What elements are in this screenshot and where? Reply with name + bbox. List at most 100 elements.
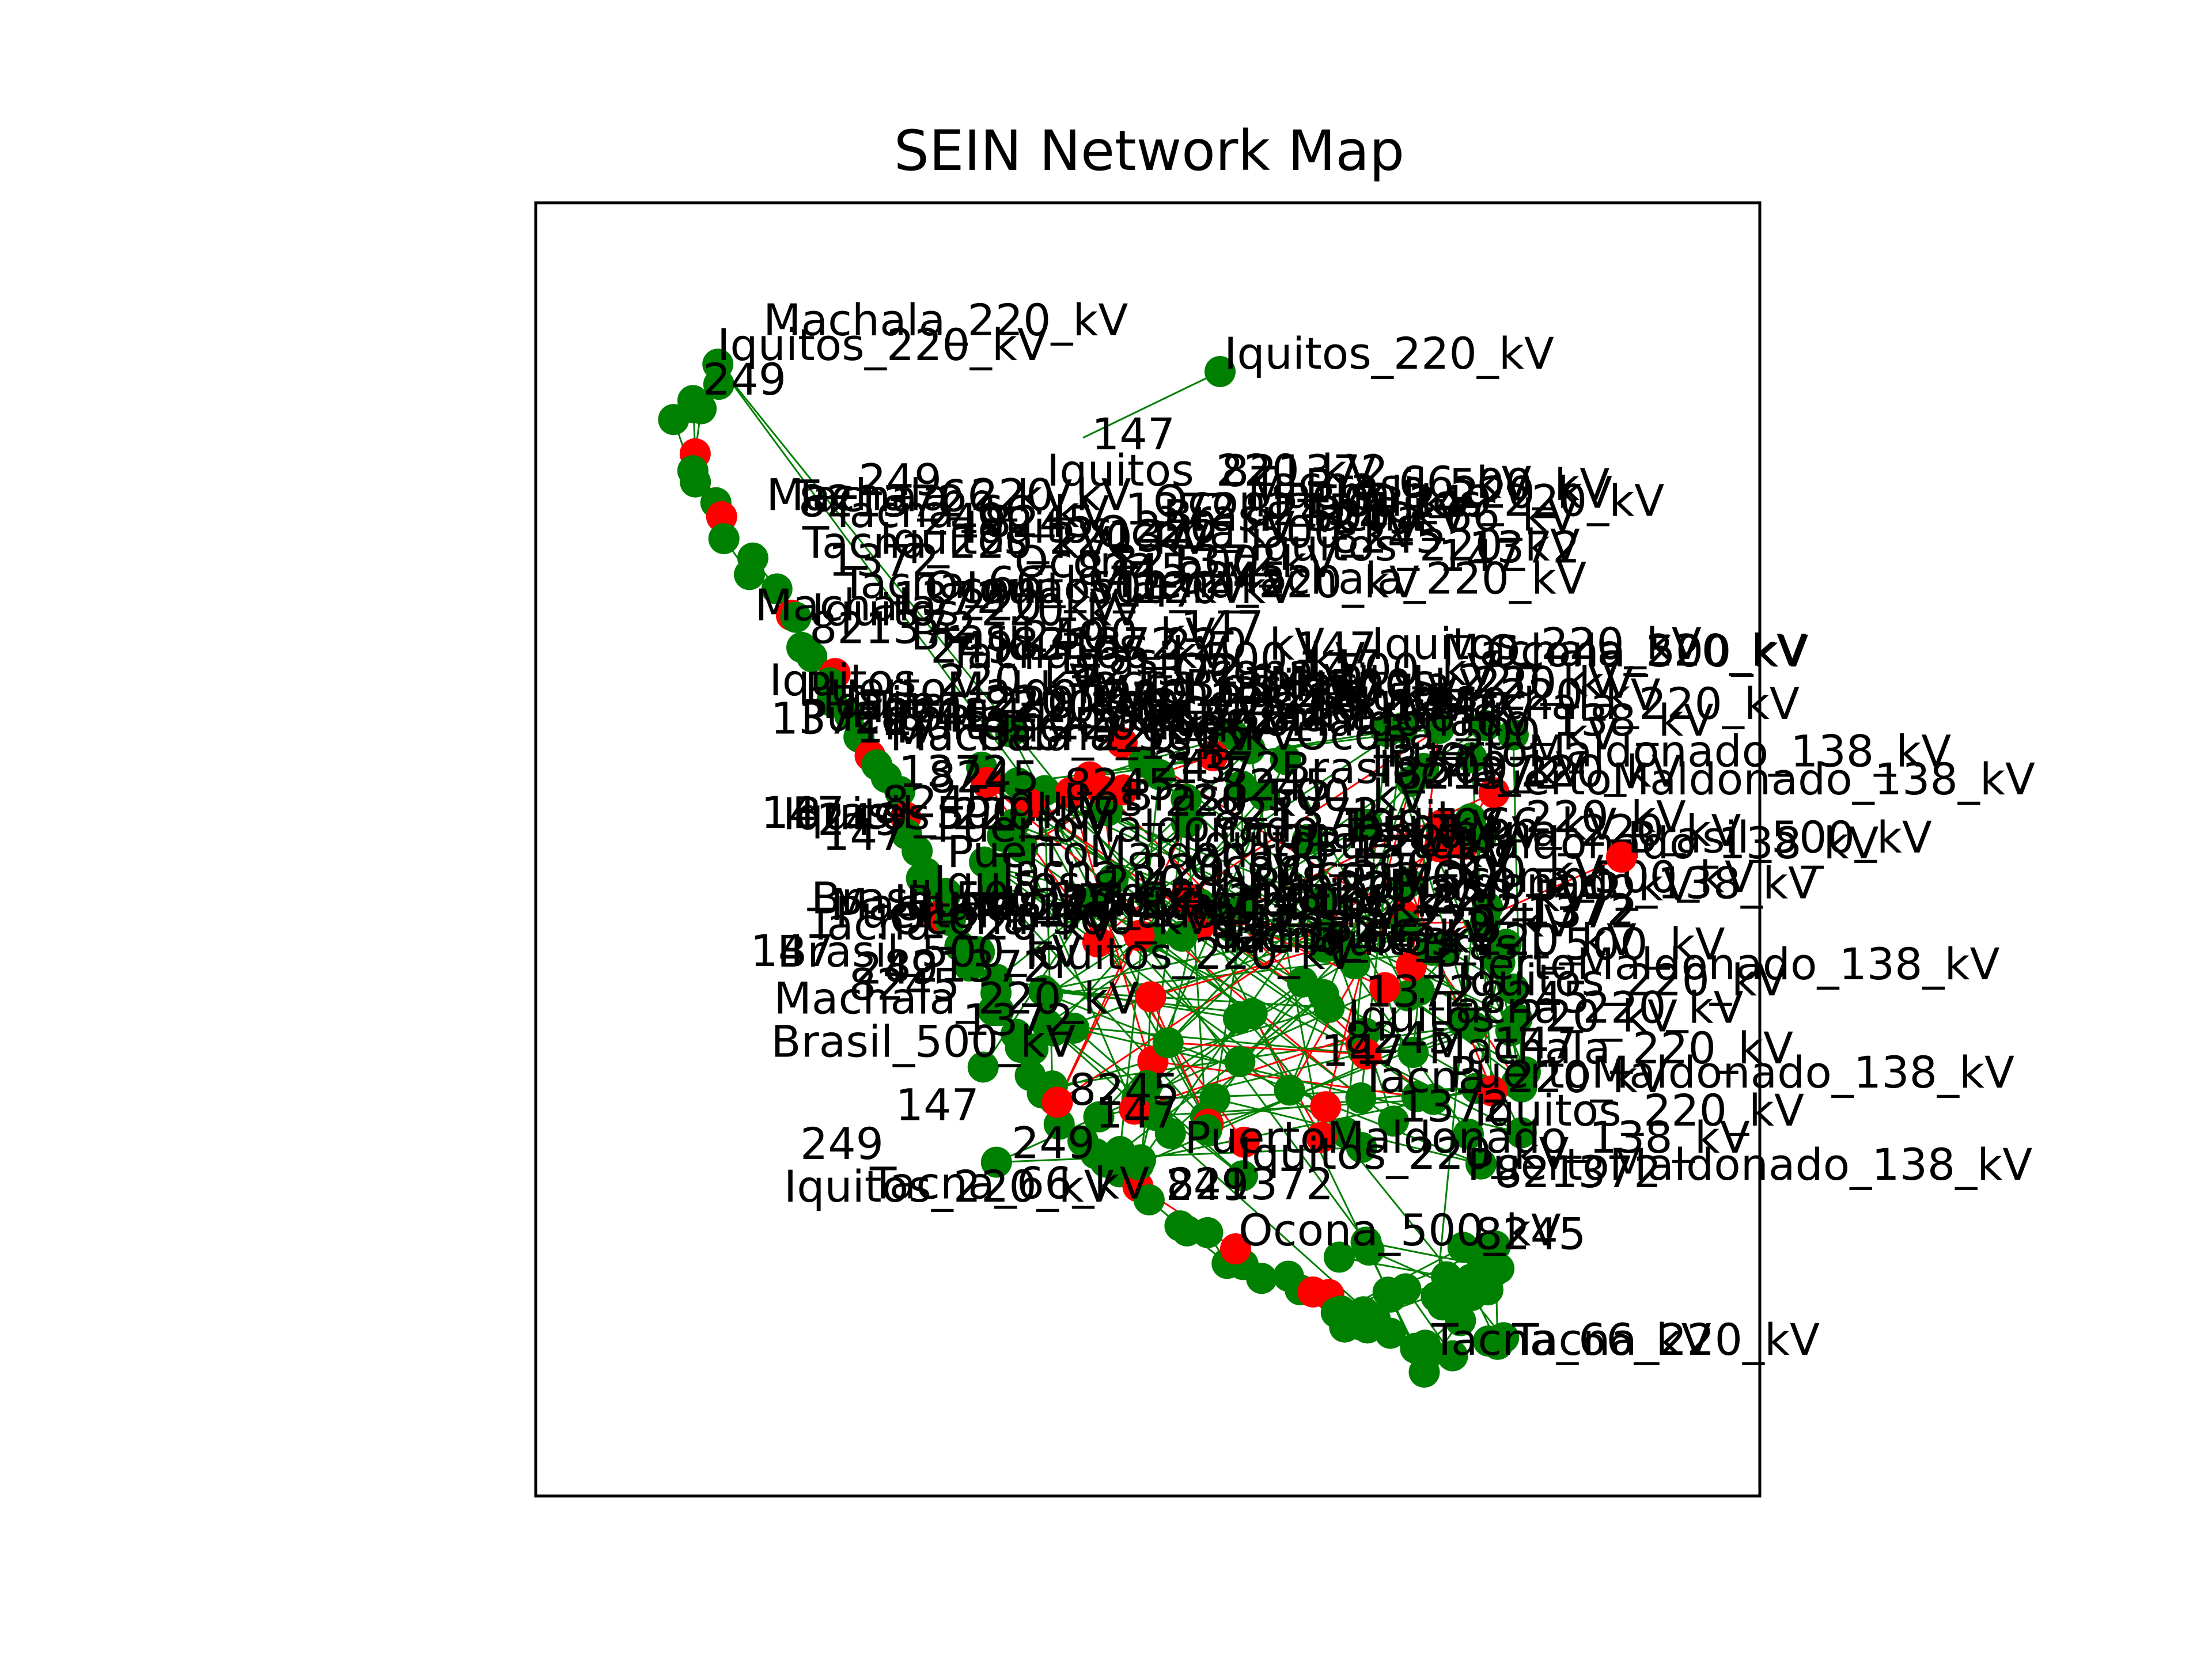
iquitos-node[interactable] [1205,356,1236,387]
network-node[interactable] [1083,1101,1115,1132]
network-node[interactable] [1505,1117,1537,1149]
network-node[interactable] [971,767,1002,798]
network-node[interactable] [703,369,734,400]
network-node[interactable] [1453,1118,1484,1150]
network-node[interactable] [1396,766,1427,797]
network-node[interactable] [1228,1126,1260,1158]
network-node[interactable] [1350,1226,1382,1258]
network-node[interactable] [968,846,1000,878]
network-node[interactable] [1002,767,1033,799]
network-node[interactable] [998,808,1029,840]
network-node[interactable] [953,950,985,982]
network-node[interactable] [1369,972,1401,1003]
network-node[interactable] [1447,1006,1479,1038]
network-node[interactable] [1119,1093,1150,1125]
network-node[interactable] [1465,1148,1497,1180]
network-node[interactable] [1378,1105,1410,1137]
network-node[interactable] [980,1146,1012,1178]
network-node[interactable] [1224,1046,1256,1077]
network-node[interactable] [1305,1122,1337,1153]
network-node[interactable] [1323,1241,1355,1273]
network-node[interactable] [1097,863,1129,895]
network-node[interactable] [1166,921,1198,952]
network-node[interactable] [1007,832,1039,863]
network-node[interactable] [1123,1149,1154,1180]
network-node[interactable] [780,601,812,633]
network-node[interactable] [1392,867,1423,899]
network-node[interactable] [1218,719,1249,751]
network-node[interactable] [1346,1132,1377,1164]
network-node[interactable] [1154,1118,1186,1149]
network-node[interactable] [1488,1322,1520,1354]
network-node[interactable] [1437,1340,1468,1372]
ocona-node[interactable] [1220,1233,1251,1264]
network-node[interactable] [1191,1114,1222,1146]
network-node[interactable] [1510,1056,1541,1088]
network-node[interactable] [734,559,766,590]
brasil-node[interactable] [1606,842,1637,873]
network-node[interactable] [1123,920,1155,952]
network-node[interactable] [1483,1253,1515,1285]
network-node[interactable] [1076,886,1108,918]
network-node[interactable] [1465,821,1497,853]
network-node[interactable] [658,404,690,435]
network-node[interactable] [1226,1160,1258,1192]
network-node[interactable] [1133,1184,1165,1215]
network-node[interactable] [1274,1074,1305,1106]
network-node[interactable] [1017,1033,1049,1065]
network-node[interactable] [930,877,962,909]
network-node[interactable] [1171,783,1202,815]
network-node[interactable] [1204,895,1236,926]
network-node[interactable] [1431,1261,1463,1293]
tacna-node[interactable] [1410,1341,1441,1372]
network-node[interactable] [1192,1217,1224,1248]
network-node[interactable] [761,573,793,605]
network-node[interactable] [906,862,937,894]
network-node[interactable] [1171,807,1202,839]
network-node[interactable] [1032,979,1063,1010]
network-node[interactable] [1169,881,1201,913]
network-node[interactable] [1082,926,1113,958]
network-node[interactable] [1351,808,1382,840]
network-node[interactable] [1308,979,1339,1010]
network-node[interactable] [1199,1083,1231,1115]
network-node[interactable] [1403,975,1435,1006]
network-node[interactable] [1350,1038,1382,1070]
network-node[interactable] [1345,1082,1377,1114]
network-node[interactable] [1106,727,1138,759]
network-node[interactable] [1246,1263,1278,1294]
network-node[interactable] [981,964,1013,995]
network-node[interactable] [1375,1281,1407,1313]
network-node[interactable] [1397,1037,1429,1069]
network-node[interactable] [1134,880,1166,912]
network-node[interactable] [1143,759,1175,790]
network-node[interactable] [796,641,828,673]
network-node[interactable] [1423,713,1455,744]
network-node[interactable] [1310,1091,1342,1123]
network-node[interactable] [1197,740,1229,771]
network-node[interactable] [1490,929,1522,960]
network-node[interactable] [1038,1015,1070,1047]
network-node[interactable] [1501,1003,1533,1035]
network-node[interactable] [995,716,1027,748]
network-node[interactable] [1041,1086,1073,1118]
network-node[interactable] [1370,714,1402,745]
network-node[interactable] [680,466,711,498]
network-node[interactable] [1306,885,1338,917]
network-node[interactable] [1270,744,1301,775]
network-node[interactable] [1135,981,1166,1013]
network-node[interactable] [967,1051,999,1083]
network-node[interactable] [934,905,966,937]
network-node[interactable] [1469,710,1501,741]
network-node[interactable] [1055,777,1086,808]
network-node[interactable] [1312,918,1343,949]
network-node[interactable] [1497,719,1529,751]
network-node[interactable] [1401,1081,1433,1112]
network-node[interactable] [1222,1002,1254,1034]
network-node[interactable] [1131,1070,1163,1101]
network-node[interactable] [1456,1280,1487,1312]
network-node[interactable] [1478,777,1510,809]
network-node[interactable] [1291,824,1323,855]
network-node[interactable] [1329,1311,1361,1343]
network-node[interactable] [1498,974,1529,1005]
